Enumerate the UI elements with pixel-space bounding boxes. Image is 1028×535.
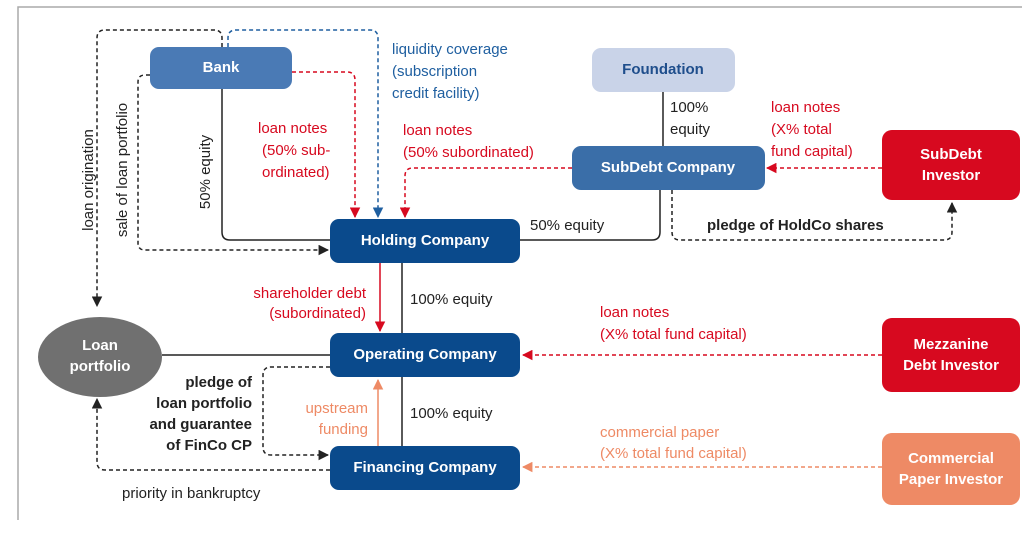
edge-label: 50% equity bbox=[530, 217, 605, 234]
node-label: SubDebt Investor bbox=[920, 146, 982, 184]
edge-label: loan origination bbox=[80, 129, 97, 231]
node-box bbox=[330, 333, 520, 377]
frame bbox=[17, 6, 1022, 520]
edge-label: commercial paper (X% total fund capital) bbox=[600, 424, 747, 462]
node-label: Financing Company bbox=[353, 459, 497, 476]
edge-label: upstream funding bbox=[305, 400, 368, 438]
edge-label: priority in bankruptcy bbox=[122, 485, 261, 502]
edge-label: pledge of loan portfolio and guarantee of F… bbox=[149, 374, 253, 454]
node-label: Bank bbox=[203, 59, 240, 76]
node-box bbox=[882, 130, 1020, 200]
node-label: Loan portfolio bbox=[70, 337, 131, 375]
node-label: Commercial Paper Investor bbox=[899, 450, 1003, 488]
node-label: Holding Company bbox=[361, 232, 490, 249]
node-label: SubDebt Company bbox=[601, 159, 736, 176]
edge-label: 100% equity bbox=[410, 291, 493, 308]
edge-label: loan notes (X% total fund capital) bbox=[771, 99, 853, 160]
edge-label: pledge of HoldCo shares bbox=[707, 217, 884, 234]
nodes: Bank Foundation SubDebt Company Holding … bbox=[38, 47, 1020, 505]
edge-label: shareholder debt (subordinated) bbox=[253, 285, 366, 322]
edge-label: sale of loan portfolio bbox=[114, 103, 131, 237]
edge-label: liquidity coverage (subscription credit fa… bbox=[392, 41, 508, 102]
node-box bbox=[150, 47, 292, 89]
node-box bbox=[592, 48, 735, 92]
edge-label: 100% equity bbox=[670, 99, 711, 138]
edge-label: 100% equity bbox=[410, 405, 493, 422]
node-label: Mezzanine Debt Investor bbox=[903, 336, 999, 374]
edge-label: loan notes (50% sub-ordinated) bbox=[258, 120, 330, 181]
edge-label: loan notes (X% total fund capital) bbox=[600, 304, 747, 343]
edge-label: loan notes (50% subordinated) bbox=[403, 122, 534, 161]
node-label: Operating Company bbox=[353, 346, 497, 363]
edge-labels: liquidity coverage (subscription credit fa… bbox=[80, 41, 884, 502]
node-box bbox=[330, 446, 520, 490]
node-box bbox=[330, 219, 520, 263]
node-label: Foundation bbox=[622, 61, 704, 78]
node-box bbox=[882, 318, 1020, 392]
edge-label: 50% equity bbox=[197, 134, 214, 209]
node-box bbox=[882, 433, 1020, 505]
node-ellipse bbox=[38, 317, 162, 397]
node-box bbox=[572, 146, 765, 190]
connectors bbox=[91, 29, 958, 473]
